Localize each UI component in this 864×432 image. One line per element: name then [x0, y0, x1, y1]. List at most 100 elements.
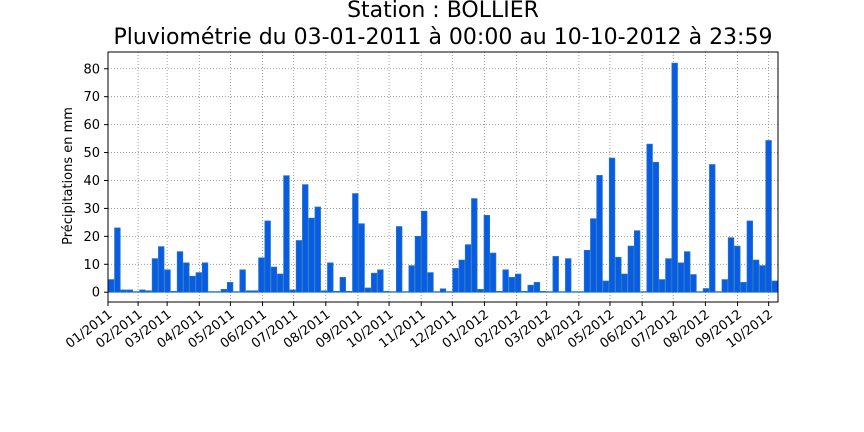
bar	[765, 140, 772, 293]
bar	[164, 269, 171, 293]
bar	[659, 279, 666, 293]
bar	[114, 227, 121, 293]
bar	[590, 218, 597, 293]
bar	[552, 256, 559, 293]
bar	[671, 62, 678, 293]
bar	[251, 290, 259, 293]
bar	[677, 262, 685, 293]
bar	[502, 269, 509, 293]
bar	[690, 274, 697, 293]
bar	[715, 291, 722, 293]
bar	[364, 287, 372, 293]
bar	[621, 273, 628, 293]
bar	[646, 143, 653, 293]
bar	[277, 273, 284, 293]
bar	[358, 223, 365, 293]
y-tick-label: 60	[83, 118, 100, 133]
bar	[652, 161, 660, 293]
bar	[709, 164, 716, 293]
bar	[627, 245, 635, 293]
bar	[370, 272, 378, 293]
y-tick-label: 40	[83, 174, 100, 189]
bar	[402, 291, 409, 293]
bar	[220, 289, 227, 293]
bar	[702, 288, 710, 293]
bar	[521, 290, 528, 293]
bar	[558, 291, 566, 293]
bar	[684, 251, 691, 293]
bar	[640, 291, 647, 293]
bar	[540, 290, 547, 293]
bar	[583, 249, 591, 293]
bar	[533, 282, 541, 293]
bar	[665, 258, 672, 293]
bar	[264, 220, 271, 293]
bar	[139, 289, 146, 293]
bar	[295, 240, 303, 293]
bar	[771, 280, 779, 293]
y-axis-label: Précipitations en mm	[61, 107, 76, 245]
chart-title-line-1: Station : BOLLIER	[347, 0, 539, 23]
y-tick-label: 50	[83, 146, 100, 161]
bar	[396, 226, 403, 293]
bar	[477, 289, 484, 293]
bar	[546, 291, 553, 293]
bar	[452, 268, 459, 293]
bar	[433, 291, 440, 293]
bar	[752, 259, 760, 293]
bar	[133, 291, 140, 293]
bar	[439, 288, 447, 293]
bar	[727, 237, 735, 293]
y-tick-label: 70	[83, 90, 100, 105]
bar	[283, 175, 290, 293]
y-tick-label: 10	[83, 258, 100, 273]
bar	[471, 198, 478, 293]
bar	[320, 290, 328, 293]
bar	[602, 280, 609, 293]
bar	[721, 279, 728, 293]
bar	[189, 275, 196, 293]
bar	[345, 290, 353, 293]
bar	[327, 262, 334, 293]
bar	[383, 290, 390, 293]
bar	[508, 277, 516, 293]
bar	[289, 289, 296, 293]
bar	[527, 284, 534, 293]
bar	[151, 258, 159, 293]
chart-title-line-2: Pluviométrie du 03-01-2011 à 00:00 au 10…	[114, 25, 773, 50]
bar	[208, 291, 215, 293]
bar	[458, 259, 465, 293]
bar	[696, 291, 703, 293]
bar	[226, 282, 234, 293]
bar	[120, 289, 127, 293]
bar	[239, 269, 246, 293]
bar	[633, 230, 641, 293]
bar	[734, 245, 741, 293]
bar	[446, 291, 453, 293]
bar	[565, 258, 572, 293]
bar	[746, 220, 753, 293]
plot-frame	[107, 51, 779, 303]
bar	[615, 256, 622, 293]
y-tick-label: 0	[92, 286, 100, 301]
bar	[408, 265, 415, 293]
bar	[577, 291, 584, 293]
bar	[339, 277, 346, 293]
bar	[302, 184, 309, 293]
y-tick-label: 30	[83, 202, 100, 217]
bar	[596, 175, 603, 293]
bar	[427, 272, 434, 293]
bar	[608, 157, 616, 293]
bar	[571, 291, 578, 293]
bars	[107, 62, 779, 293]
bar	[145, 290, 152, 293]
bar	[483, 215, 490, 293]
bar	[201, 262, 209, 293]
bar	[464, 244, 472, 293]
bar	[308, 217, 315, 293]
bar	[333, 290, 340, 293]
bar	[740, 282, 747, 293]
bar	[421, 210, 428, 293]
bar	[389, 291, 397, 293]
bar	[377, 269, 384, 293]
